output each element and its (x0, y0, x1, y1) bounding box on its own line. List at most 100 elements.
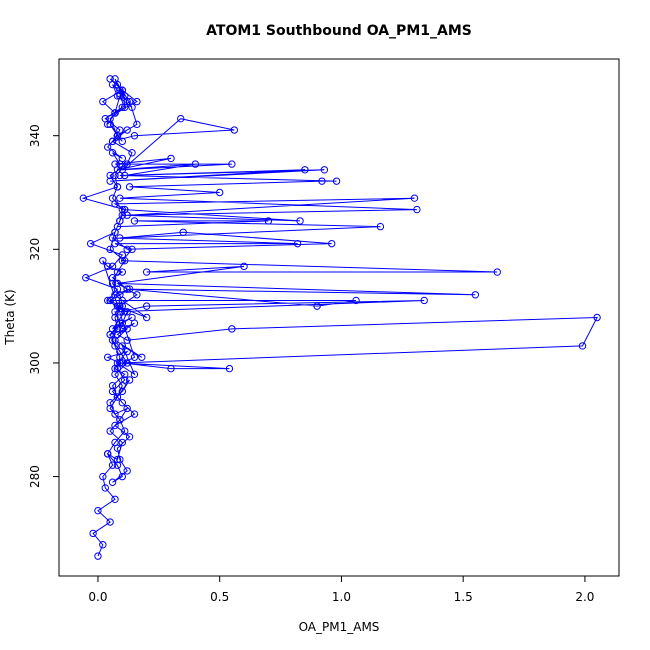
data-point (142, 268, 151, 276)
data-point (111, 342, 119, 350)
data-point (99, 256, 107, 265)
data-point (121, 427, 129, 435)
data-point (106, 399, 114, 407)
data-point (103, 353, 112, 361)
data-point (264, 217, 273, 225)
data-point (133, 97, 141, 106)
data-point (118, 251, 127, 259)
data-point (103, 143, 112, 151)
data-point (111, 228, 119, 236)
data-point (94, 552, 102, 560)
data-point (108, 461, 117, 469)
data-point (99, 97, 107, 106)
data-point (121, 370, 129, 379)
data-point (106, 330, 114, 339)
data-point (167, 364, 175, 373)
data-point (113, 183, 122, 191)
data-point (103, 296, 112, 305)
data-point (106, 171, 114, 180)
data-point (106, 177, 114, 185)
data-point (106, 296, 114, 305)
series-lines (81, 78, 598, 557)
data-point (125, 285, 134, 293)
data-point (101, 484, 109, 492)
y-tick-label: 340 (28, 124, 42, 147)
data-point (108, 478, 117, 486)
data-point (123, 160, 131, 168)
data-points (79, 75, 601, 560)
data-point (111, 313, 119, 322)
data-point (118, 438, 127, 447)
data-point (118, 319, 127, 327)
data-point (106, 120, 114, 129)
data-point (116, 194, 124, 202)
data-point (108, 149, 117, 157)
data-point (130, 410, 139, 418)
y-axis-label: Theta (K) (3, 289, 17, 345)
y-tick-label: 320 (28, 238, 42, 261)
data-point (113, 455, 122, 464)
data-point (118, 256, 127, 265)
data-point (118, 103, 127, 111)
x-tick-label: 0.0 (88, 590, 107, 604)
data-point (113, 131, 122, 140)
data-point (82, 274, 90, 282)
data-point (130, 217, 139, 225)
data-point (240, 262, 248, 271)
data-point (118, 86, 127, 94)
data-point (133, 120, 141, 129)
data-point (320, 166, 329, 174)
data-point (111, 109, 119, 117)
data-point (138, 353, 146, 361)
data-point (111, 171, 119, 180)
data-point (332, 177, 341, 185)
data-point (130, 319, 139, 327)
data-point (116, 217, 124, 225)
data-point (142, 313, 151, 322)
data-point (103, 262, 112, 271)
data-point (118, 325, 127, 333)
data-point (116, 347, 124, 356)
data-point (111, 308, 119, 316)
data-point (108, 262, 117, 271)
data-point (106, 245, 114, 254)
data-point (108, 381, 117, 390)
data-point (471, 291, 480, 299)
data-point (167, 154, 175, 163)
data-point (123, 325, 131, 333)
data-point (121, 205, 129, 214)
data-point (230, 126, 239, 134)
data-point (130, 370, 139, 379)
x-tick-label: 0.5 (210, 590, 229, 604)
data-point (593, 313, 601, 322)
data-point (121, 376, 129, 384)
data-point (106, 427, 114, 435)
data-point (111, 410, 119, 418)
data-point (106, 75, 114, 83)
data-point (123, 467, 131, 475)
data-point (108, 387, 117, 396)
data-point (420, 296, 428, 305)
data-point (118, 399, 127, 407)
data-point (106, 518, 114, 526)
data-point (103, 120, 112, 129)
data-point (103, 450, 112, 458)
data-point (376, 222, 385, 231)
data-point (99, 472, 107, 481)
data-point (108, 137, 117, 146)
data-point (318, 177, 326, 185)
data-point (116, 160, 124, 168)
data-point (118, 137, 127, 146)
data-point (130, 353, 139, 361)
data-point (228, 325, 236, 333)
data-point (94, 506, 102, 515)
data-point (113, 364, 122, 373)
data-point (123, 245, 131, 254)
data-point (410, 194, 419, 202)
data-point (133, 291, 141, 299)
data-point (116, 234, 124, 242)
data-point (301, 166, 309, 174)
data-point (113, 285, 122, 293)
x-tick-label: 1.0 (332, 590, 351, 604)
